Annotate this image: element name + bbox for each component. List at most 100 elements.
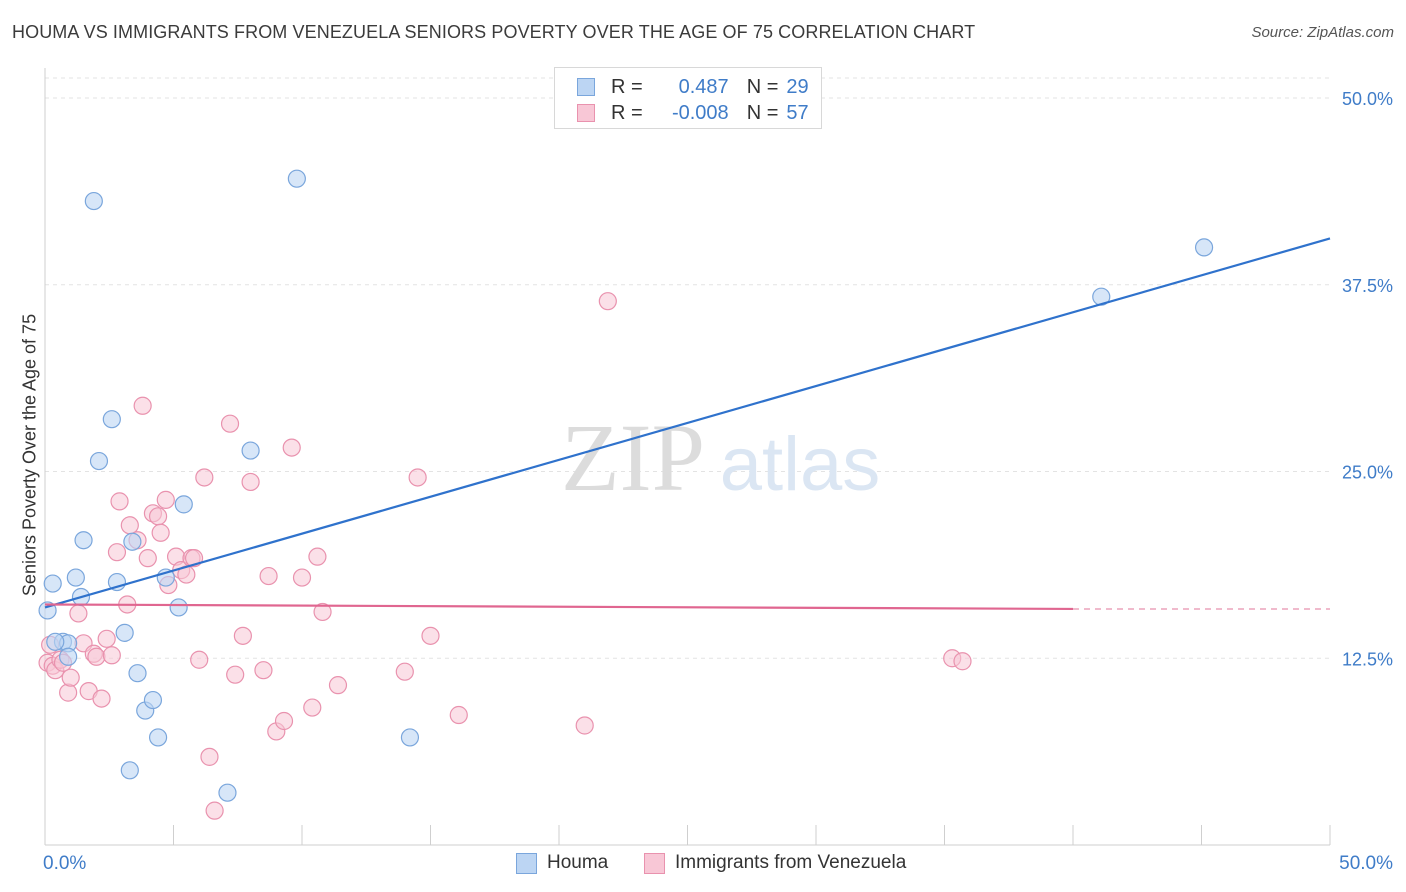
data-point-houma bbox=[43, 574, 62, 593]
legend-n-label: N = bbox=[746, 75, 779, 98]
trend-lines bbox=[44, 237, 1331, 611]
data-point-houma bbox=[241, 441, 260, 460]
data-point-venezuela bbox=[241, 472, 260, 492]
watermark: ZIP atlas bbox=[561, 404, 880, 511]
data-point-venezuela bbox=[151, 523, 170, 542]
correlation-legend: R = 0.487 N = 29 R = -0.008 N = 57 bbox=[554, 67, 822, 129]
data-point-venezuela bbox=[148, 507, 168, 526]
data-point-houma bbox=[148, 728, 168, 747]
data-point-venezuela bbox=[226, 665, 245, 684]
data-point-houma bbox=[1194, 238, 1214, 257]
data-point-venezuela bbox=[395, 662, 414, 681]
data-point-venezuela bbox=[102, 646, 121, 665]
watermark-atlas: atlas bbox=[720, 422, 881, 507]
trend-line-houma bbox=[44, 237, 1331, 609]
data-point-venezuela bbox=[133, 396, 152, 415]
data-point-venezuela bbox=[292, 568, 312, 587]
data-point-venezuela bbox=[156, 490, 175, 509]
data-point-houma bbox=[400, 728, 420, 747]
data-point-venezuela bbox=[953, 652, 972, 671]
y-tick-label: 12.5% bbox=[1342, 649, 1393, 669]
data-point-houma bbox=[169, 598, 188, 617]
trend-line-venezuela bbox=[44, 603, 1074, 611]
legend-r-value: 0.487 bbox=[678, 75, 729, 98]
y-tick-label: 37.5% bbox=[1342, 276, 1393, 296]
data-point-venezuela bbox=[282, 438, 301, 457]
chart-title: HOUMA VS IMMIGRANTS FROM VENEZUELA SENIO… bbox=[12, 22, 976, 42]
tick-labels: 12.5% 25.0% 37.5% 50.0% 0.0% 50.0% bbox=[43, 89, 1393, 874]
y-tick-label: 25.0% bbox=[1342, 463, 1393, 483]
legend-n-value: 57 bbox=[786, 101, 809, 124]
data-point-venezuela bbox=[138, 549, 157, 568]
series-venezuela-points bbox=[38, 292, 972, 820]
data-point-venezuela bbox=[274, 711, 294, 731]
data-point-venezuela bbox=[110, 492, 129, 511]
data-point-houma bbox=[123, 532, 142, 551]
watermark-zip: ZIP bbox=[561, 404, 705, 511]
data-point-venezuela bbox=[303, 698, 322, 717]
data-point-venezuela bbox=[59, 683, 78, 702]
venezuela-swatch bbox=[577, 104, 595, 122]
x-tick-label: 50.0% bbox=[1339, 853, 1393, 874]
data-point-houma bbox=[59, 647, 78, 666]
data-point-houma bbox=[66, 568, 85, 587]
data-point-venezuela bbox=[598, 292, 617, 311]
data-point-venezuela bbox=[200, 747, 219, 766]
legend-item-label: Immigrants from Venezuela bbox=[675, 852, 907, 873]
legend-r-label: R = bbox=[611, 75, 643, 98]
data-point-venezuela bbox=[61, 668, 80, 687]
data-point-venezuela bbox=[190, 650, 209, 669]
data-point-venezuela bbox=[254, 661, 273, 680]
axes bbox=[44, 68, 1331, 846]
data-point-venezuela bbox=[120, 516, 139, 535]
legend-n-value: 29 bbox=[786, 75, 809, 98]
data-point-houma bbox=[287, 169, 306, 188]
x-tick-label: 0.0% bbox=[43, 853, 86, 874]
data-point-venezuela bbox=[421, 626, 440, 645]
data-point-venezuela bbox=[313, 602, 332, 622]
series-legend: Houma Immigrants from Venezuela bbox=[0, 852, 1406, 878]
grid-lines bbox=[45, 77, 1330, 659]
data-point-houma bbox=[74, 531, 93, 550]
y-axis-label: Seniors Poverty Over the Age of 75 bbox=[19, 313, 40, 597]
data-point-venezuela bbox=[575, 716, 594, 735]
data-point-houma bbox=[128, 664, 147, 683]
legend-n-label: N = bbox=[746, 101, 779, 124]
data-point-venezuela bbox=[205, 801, 224, 820]
y-tick-label: 50.0% bbox=[1342, 89, 1393, 109]
data-point-houma bbox=[218, 783, 237, 802]
data-point-houma bbox=[89, 451, 109, 471]
data-point-houma bbox=[174, 495, 193, 514]
data-point-houma bbox=[143, 690, 163, 710]
data-point-venezuela bbox=[87, 647, 106, 666]
data-point-houma bbox=[46, 632, 65, 651]
data-point-venezuela bbox=[449, 705, 468, 725]
source-credit: Source: ZipAtlas.com bbox=[1251, 24, 1394, 41]
legend-item-houma[interactable]: Houma bbox=[516, 852, 608, 874]
legend-row-venezuela: R = -0.008 N = 57 bbox=[577, 100, 809, 126]
venezuela-swatch bbox=[644, 852, 665, 874]
data-point-venezuela bbox=[220, 414, 240, 433]
legend-item-label: Houma bbox=[547, 852, 609, 873]
data-point-venezuela bbox=[408, 468, 427, 487]
data-point-venezuela bbox=[97, 629, 116, 648]
data-point-venezuela bbox=[259, 566, 278, 586]
data-point-houma bbox=[115, 623, 134, 642]
data-point-venezuela bbox=[308, 547, 327, 566]
data-point-houma bbox=[84, 191, 103, 211]
data-point-venezuela bbox=[92, 689, 111, 708]
houma-swatch bbox=[516, 852, 537, 874]
data-point-houma bbox=[120, 761, 139, 780]
houma-swatch bbox=[577, 78, 595, 96]
data-point-venezuela bbox=[233, 626, 252, 645]
data-point-venezuela bbox=[328, 676, 348, 695]
data-point-venezuela bbox=[195, 468, 214, 487]
legend-row-houma: R = 0.487 N = 29 bbox=[577, 74, 809, 100]
legend-r-value: -0.008 bbox=[671, 101, 729, 124]
data-point-houma bbox=[102, 410, 121, 429]
legend-item-venezuela[interactable]: Immigrants from Venezuela bbox=[644, 852, 906, 874]
data-point-venezuela bbox=[69, 604, 88, 623]
data-point-venezuela bbox=[107, 543, 127, 562]
legend-r-label: R = bbox=[611, 101, 643, 124]
